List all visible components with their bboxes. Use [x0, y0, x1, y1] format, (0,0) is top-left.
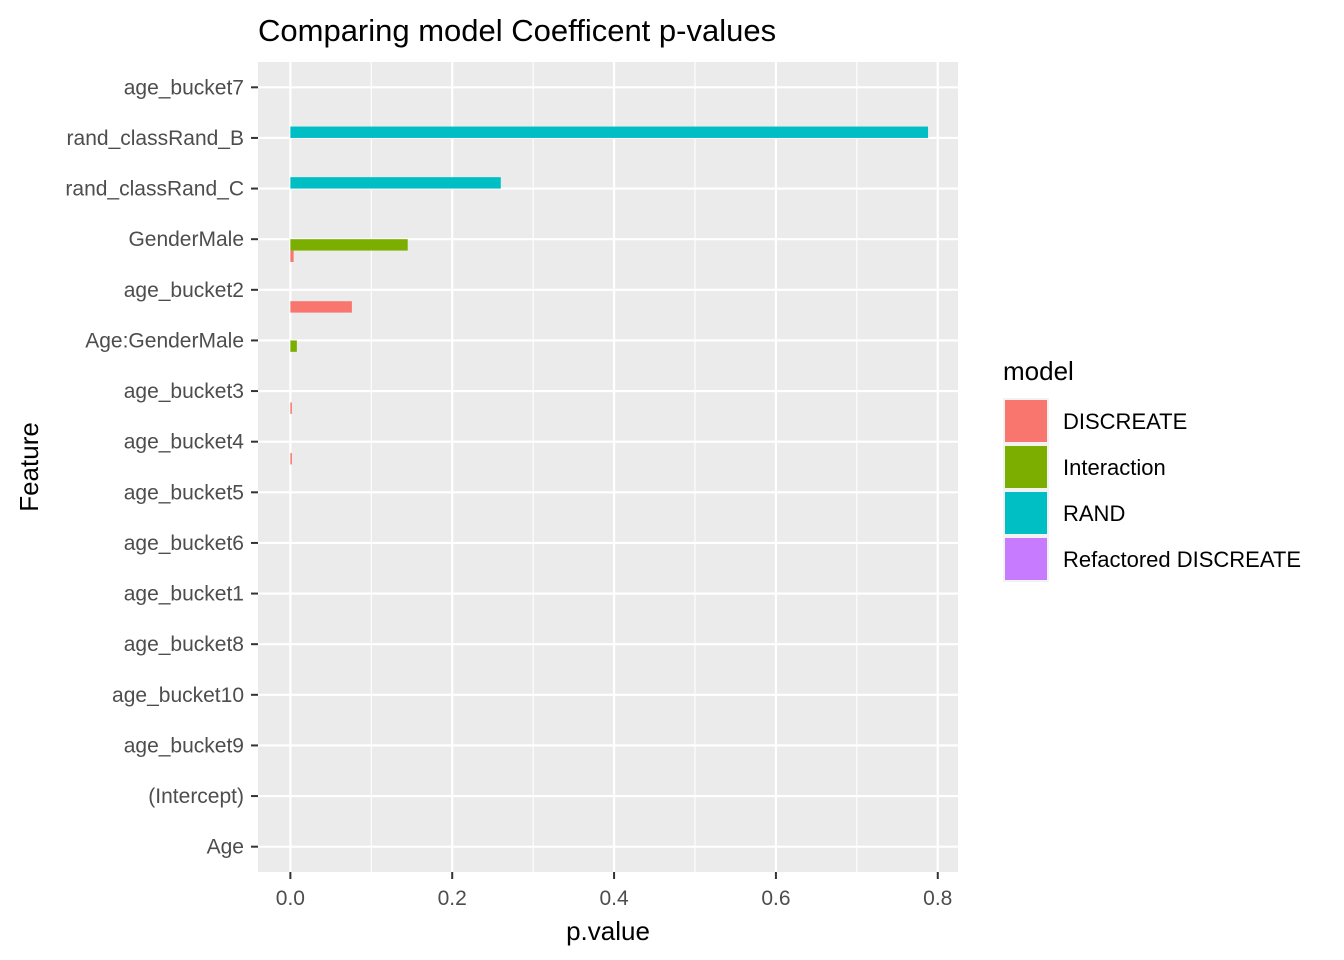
y-tick-label: age_bucket10: [112, 684, 244, 707]
x-tick-label: 0.6: [761, 887, 790, 910]
y-tick-label: rand_classRand_B: [67, 127, 244, 150]
legend-swatch: [1005, 538, 1047, 580]
x-tick-label: 0.0: [276, 887, 305, 910]
legend: model DISCREATE Interaction RAND Refactored…: [1003, 356, 1301, 582]
legend-entry-label: Interaction: [1063, 455, 1166, 480]
bar: [290, 340, 297, 352]
y-tick-label: age_bucket2: [124, 279, 244, 302]
y-tick-label: age_bucket8: [124, 633, 244, 656]
y-axis: age_bucket7 rand_classRand_B rand_classRan…: [65, 76, 258, 859]
bar: [290, 250, 294, 262]
legend-title: model: [1003, 356, 1074, 386]
x-tick-label: 0.8: [923, 887, 952, 910]
bar: [290, 402, 292, 414]
x-tick-label: 0.2: [438, 887, 467, 910]
legend-entry-label: Refactored DISCREATE: [1063, 547, 1301, 572]
y-tick-label: age_bucket3: [124, 380, 244, 403]
bar: [290, 177, 501, 189]
bars: [290, 126, 929, 465]
bar: [290, 301, 352, 313]
x-axis-title: p.value: [566, 916, 650, 946]
legend-swatch: [1005, 492, 1047, 534]
y-tick-label: age_bucket4: [124, 431, 245, 454]
y-tick-label: age_bucket9: [124, 734, 244, 757]
x-axis: 0.0 0.2 0.4 0.6 0.8: [276, 872, 952, 910]
panel-background: [258, 62, 958, 872]
bar: [290, 453, 292, 465]
legend-swatch: [1005, 446, 1047, 488]
bar: [290, 239, 408, 251]
chart-title: Comparing model Coefficent p-values: [258, 13, 776, 48]
y-tick-label: GenderMale: [128, 228, 244, 251]
y-tick-label: Age:GenderMale: [85, 329, 244, 352]
legend-swatch: [1005, 400, 1047, 442]
y-axis-title: Feature: [14, 422, 44, 512]
y-tick-label: (Intercept): [148, 785, 244, 808]
y-tick-label: rand_classRand_C: [65, 178, 244, 201]
y-tick-label: age_bucket7: [124, 76, 244, 99]
y-tick-label: Age: [207, 836, 244, 859]
legend-entry-label: RAND: [1063, 501, 1125, 526]
y-tick-label: age_bucket6: [124, 532, 244, 555]
x-tick-label: 0.4: [599, 887, 629, 910]
y-tick-label: age_bucket5: [124, 481, 244, 504]
legend-entry-label: DISCREATE: [1063, 409, 1187, 434]
grid-minor: [370, 62, 858, 872]
y-tick-label: age_bucket1: [124, 583, 244, 606]
bar: [290, 126, 929, 138]
